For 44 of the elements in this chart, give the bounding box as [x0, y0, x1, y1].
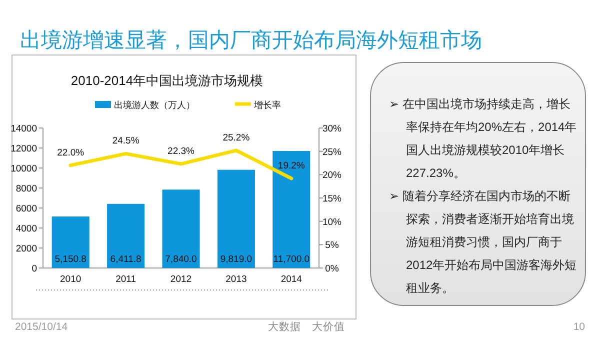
data-label: 11,700.0 [273, 254, 310, 265]
x-tick-label: 2011 [116, 274, 136, 285]
data-label: 24.5% [112, 136, 140, 147]
y-tick-label: 10000 [10, 164, 37, 174]
y2-tick-label: 0% [325, 264, 340, 274]
y-tick-label: 8000 [16, 184, 37, 194]
text: 出境游增速显著，国内厂商开始布局海外短租市场 [20, 29, 482, 52]
y2-tick-label: 30% [322, 124, 342, 134]
y-tick-label: 6000 [16, 204, 37, 214]
x-tick-label: 2012 [170, 274, 192, 285]
data-label: 25.2% [222, 132, 250, 144]
bar [272, 151, 310, 268]
bar [162, 190, 200, 268]
data-label: 6,411.8 [110, 254, 142, 265]
bar [107, 204, 145, 268]
text: 2015/10/14 [15, 321, 68, 333]
data-label: 22.0% [57, 147, 85, 158]
y-tick-label: 4000 [16, 224, 37, 234]
bar [217, 170, 255, 268]
y2-tick-label: 20% [322, 170, 342, 182]
y2-tick-label: 15% [322, 194, 342, 204]
y-tick-label: 12000 [10, 144, 37, 154]
data-label: 7,840.0 [165, 254, 197, 265]
text: ➢ 在中国出境市场持续走高，增长率保持在年均20%左右，2014年国人出境游规模较2010年增长227.23%。 [389, 96, 578, 182]
y2-tick-label: 5% [325, 240, 340, 252]
text: 大数据 大价值 [268, 320, 345, 333]
y-tick-label: 0 [32, 264, 37, 274]
legend-label: 出境游人数（万人） [114, 100, 195, 110]
bar [52, 216, 90, 268]
data-label: 22.3% [168, 146, 196, 157]
x-tick-label: 2013 [226, 274, 247, 285]
data-label: 9,819.0 [220, 254, 252, 265]
y2-tick-label: 25% [322, 146, 342, 158]
text: ➢ 随着分享经济在国内市场的不断探索，消费者逐渐开始培育出境游短租消费习惯，国内厂商于2012年开始布局中国游客海外短租业务。 [389, 188, 578, 297]
text: 10 [573, 321, 586, 333]
x-tick-label: 2014 [280, 274, 302, 285]
legend-label: 增长率 [253, 100, 281, 110]
y-tick-label: 14000 [10, 124, 37, 134]
y2-tick-label: 10% [322, 216, 342, 228]
data-label: 19.2% [278, 160, 306, 172]
x-tick-label: 2010 [60, 274, 82, 285]
data-label: 5,150.8 [54, 254, 86, 265]
chart-title: 2010-2014年中国出境游市场规模 [70, 73, 264, 88]
y-tick-label: 2000 [16, 244, 37, 254]
